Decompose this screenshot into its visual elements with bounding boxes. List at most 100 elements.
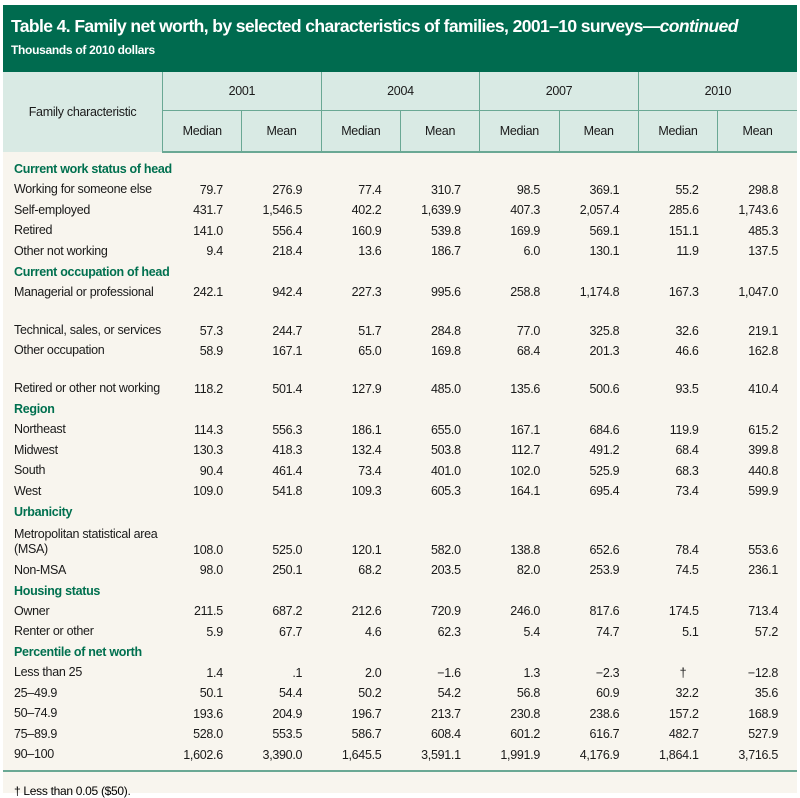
cell-2007-mean: 695.4 (589, 484, 620, 499)
cell-2007-mean: 130.1 (589, 244, 620, 259)
cell-2007-median: 1.3 (523, 665, 541, 680)
cell-2001-median: 108.0 (193, 543, 223, 557)
cell-2001-mean: 501.4 (272, 382, 303, 396)
cell-2001-mean: 556.4 (272, 223, 303, 238)
cell-2010-median: 93.5 (675, 382, 699, 396)
cell-2004-mean: 608.4 (430, 727, 461, 742)
cell-2010-mean: 410.4 (748, 382, 778, 396)
continued-label: continued (659, 16, 739, 36)
section-heading: Current work status of head (14, 162, 172, 177)
cell-2001-mean: 204.9 (272, 706, 303, 721)
cell-2007-median: 6.0 (523, 244, 541, 259)
cell-2010-median: 285.6 (668, 203, 699, 218)
cell-2004-median: 73.4 (358, 463, 382, 478)
header-year: 2004 (320, 72, 480, 111)
cell-2001-mean: 461.4 (272, 463, 303, 478)
cell-2007-mean: 817.6 (589, 604, 620, 619)
cell-2010-median: 68.3 (675, 463, 699, 478)
cell-2010-median: 32.2 (675, 686, 699, 701)
row-label: 90–100 (3, 744, 163, 772)
cell-2007-median: 169.9 (510, 223, 541, 238)
cell-2007-mean: 684.6 (589, 422, 620, 437)
section-heading-row: Urbanicity (3, 502, 797, 523)
cell-2007-median: 82.0 (516, 563, 541, 578)
cell-2007-median: 601.2 (510, 727, 541, 742)
cell-2010-median: 151.1 (668, 223, 699, 238)
cell-2001-median: 114.3 (194, 422, 223, 437)
cell-2001-mean: 244.7 (272, 323, 303, 338)
cell-2004-mean: 62.3 (437, 624, 461, 639)
cell-2001-median: 141.0 (193, 223, 223, 238)
header-year: 2010 (637, 72, 797, 111)
cell-2010-mean: 399.8 (748, 443, 778, 458)
table-row: West 109.0 541.8 109.3 605.3 164.1 695.4 73.4 59… (3, 481, 797, 502)
cell-2004-median: 186.1 (351, 422, 382, 437)
cell-2004-mean: 605.3 (430, 484, 461, 499)
cell-2007-mean: 500.6 (589, 382, 620, 396)
section-heading: Percentile of net worth (14, 645, 142, 660)
cell-2001-mean: 3,390.0 (241, 744, 322, 772)
cell-2001-median: 50.1 (199, 686, 223, 701)
cell-2004-median: 196.7 (351, 706, 382, 721)
cell-2001-median: 193.6 (193, 706, 223, 721)
row-label: West (14, 483, 42, 498)
row-label: 25–49.9 (14, 685, 58, 700)
table-row: Midwest 130.3 418.3 132.4 503.8 112.7 491.2 68.… (3, 440, 797, 461)
cell-2001-mean: 67.7 (279, 624, 303, 639)
cell-2007-median: 135.6 (510, 382, 541, 396)
cell-2001-mean: 250.1 (272, 563, 303, 578)
cell-2001-mean: 942.4 (272, 285, 303, 300)
table-row: 75–89.9 528.0 553.5 586.7 608.4 601.2 616.7 482… (3, 724, 797, 745)
cell-2001-median: 211.5 (194, 604, 223, 619)
cell-2007-median: 167.1 (510, 422, 541, 437)
cell-2004-mean: 485.0 (430, 382, 461, 396)
cell-2004-mean: 169.8 (430, 343, 461, 358)
cell-2004-median: 13.6 (358, 244, 382, 259)
table-subtitle: Thousands of 2010 dollars (11, 43, 155, 57)
cell-2010-mean: 3,716.5 (717, 744, 797, 772)
row-label: Retired or other not working (14, 381, 160, 395)
cell-2007-median: 68.4 (516, 343, 541, 358)
header-mean: Mean (558, 110, 639, 153)
header-median: Median (162, 110, 242, 153)
cell-2007-mean: 238.6 (589, 706, 620, 721)
table-row: Northeast 114.3 556.3 186.1 655.0 167.1 684.6 1… (3, 420, 797, 441)
cell-2001-median: 109.0 (193, 484, 223, 499)
table-title: Table 4. Family net worth, by selected c… (11, 16, 739, 36)
cell-2004-mean: 503.8 (430, 443, 461, 458)
cell-2001-median: 118.2 (194, 382, 223, 396)
cell-2007-median: 138.8 (510, 543, 541, 557)
row-label: South (14, 463, 46, 478)
cell-2001-median: 528.0 (193, 727, 223, 742)
table-row: Self-employed 431.7 1,546.5 402.2 1,639.9 407… (3, 200, 797, 221)
section-heading: Current occupation of head (14, 264, 170, 279)
cell-2001-median: 9.4 (206, 244, 223, 259)
cell-2010-mean: 236.1 (748, 563, 778, 578)
row-label: Other not working (14, 243, 108, 258)
row-label: Less than 25 (14, 665, 82, 680)
cell-2007-median: 56.8 (516, 686, 541, 701)
table-row: Other occupation 58.9 167.1 65.0 169.8 68.4 20… (3, 341, 797, 362)
cell-2007-mean: 74.7 (596, 624, 620, 639)
cell-2001-median: 130.3 (193, 443, 223, 458)
cell-2001-mean: 276.9 (272, 182, 303, 197)
cell-2007-mean: 4,176.9 (559, 744, 639, 772)
cell-2010-mean: 298.8 (748, 182, 778, 197)
section-heading-row: Current occupation of head (3, 262, 797, 283)
cell-2007-median: 246.0 (510, 604, 541, 619)
cell-2004-mean: 995.6 (430, 285, 461, 300)
net-worth-table: Family characteristic 2001 2004 2007 201… (3, 72, 797, 772)
cell-2004-median: 586.7 (351, 727, 382, 742)
cell-2004-mean: 1,639.9 (421, 203, 461, 218)
cell-2001-mean: 541.8 (272, 484, 303, 499)
cell-2001-mean: 1,546.5 (262, 203, 303, 218)
cell-2004-median: 109.3 (351, 484, 382, 499)
cell-2001-median: 90.4 (199, 463, 223, 478)
cell-2010-mean: 527.9 (748, 727, 778, 742)
cell-2001-mean: 54.4 (279, 686, 303, 701)
cell-2007-mean: 569.1 (589, 223, 620, 238)
cell-2001-mean: 687.2 (272, 604, 303, 619)
cell-2001-mean: .1 (292, 665, 303, 680)
cell-2004-mean: 539.8 (430, 223, 461, 238)
section-heading: Urbanicity (14, 504, 73, 519)
